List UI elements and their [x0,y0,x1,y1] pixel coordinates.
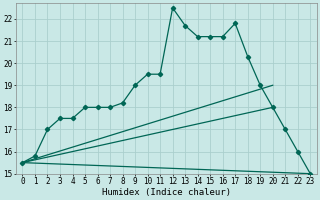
X-axis label: Humidex (Indice chaleur): Humidex (Indice chaleur) [102,188,231,197]
